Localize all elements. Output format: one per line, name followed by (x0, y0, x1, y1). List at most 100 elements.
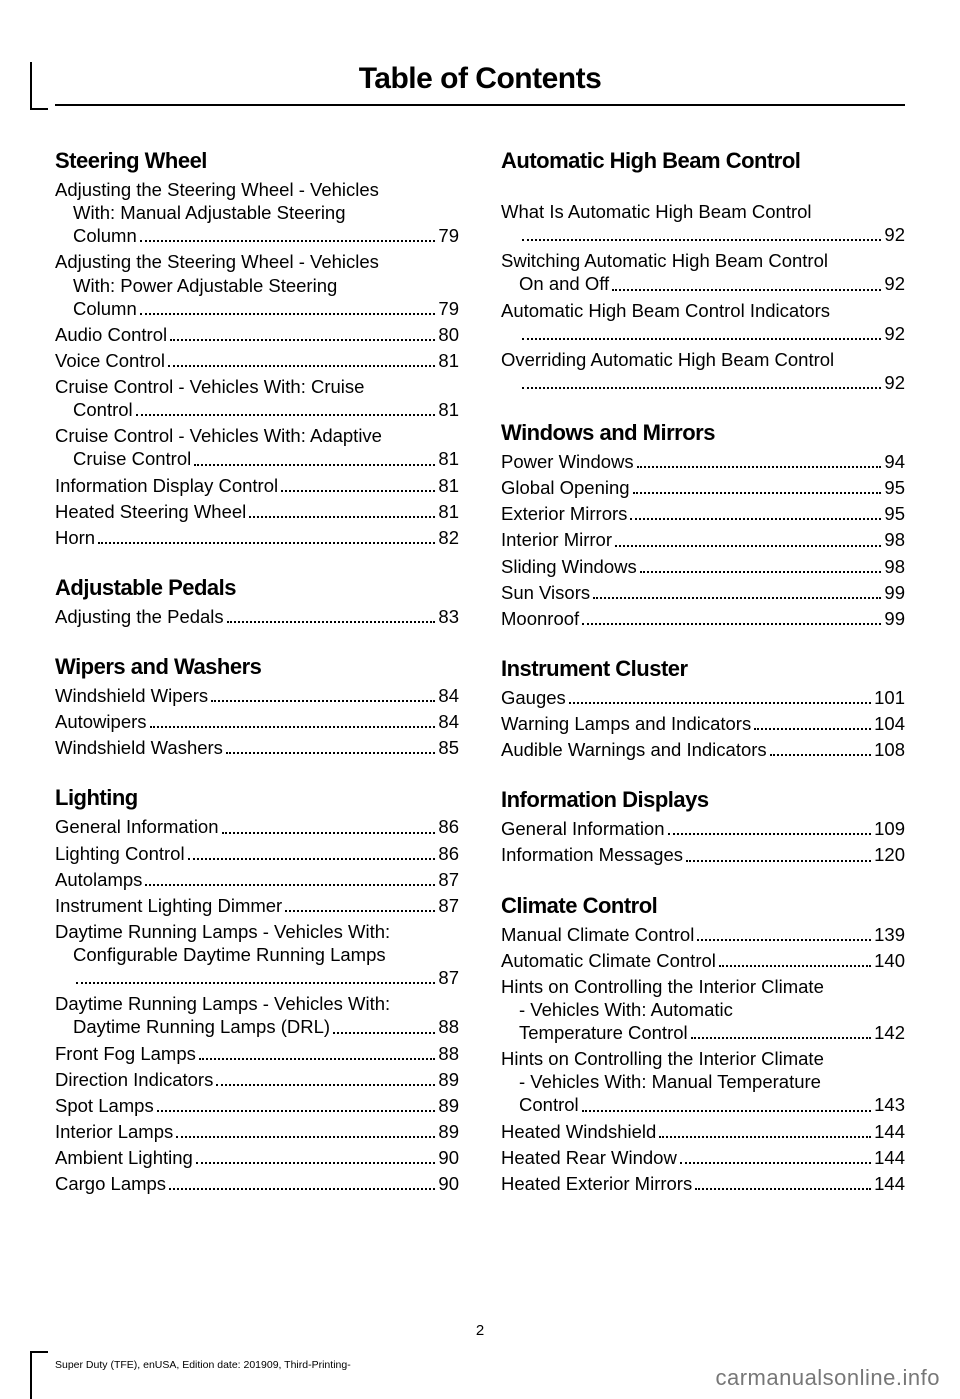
toc-leader-dots (168, 365, 435, 367)
toc-label: Audio Control (55, 323, 167, 346)
toc-label: Front Fog Lamps (55, 1042, 196, 1065)
toc-content: Steering WheelAdjusting the Steering Whe… (55, 148, 905, 1221)
toc-entry: Global Opening95 (501, 476, 905, 499)
toc-page-number: 81 (438, 447, 459, 470)
toc-entry: Front Fog Lamps 88 (55, 1042, 459, 1065)
toc-entry: Information Messages120 (501, 843, 905, 866)
toc-label: Interior Lamps (55, 1120, 173, 1143)
toc-entry: Interior Lamps 89 (55, 1120, 459, 1143)
toc-page-number: 95 (884, 476, 905, 499)
toc-page-number: 83 (438, 605, 459, 628)
toc-page-number: 81 (438, 398, 459, 421)
toc-label: Adjusting the Pedals (55, 605, 224, 628)
toc-section: LightingGeneral Information86Lighting Co… (55, 785, 459, 1195)
toc-entry: Automatic Climate Control140 (501, 949, 905, 972)
toc-page-number: 139 (874, 923, 905, 946)
toc-leader-dots (169, 1188, 435, 1190)
toc-leader-dots (640, 571, 882, 573)
toc-entry: Sliding Windows98 (501, 555, 905, 578)
toc-label: Cruise Control - Vehicles With: Adaptive… (55, 424, 459, 470)
toc-page-number: 98 (884, 555, 905, 578)
toc-page-number: 99 (884, 581, 905, 604)
toc-entry: What Is Automatic High Beam Control92 (501, 200, 905, 246)
toc-page-number: 79 (438, 224, 459, 247)
toc-leader-dots (249, 516, 435, 518)
toc-label-cont: Control (519, 1093, 579, 1116)
toc-section: Wipers and WashersWindshield Wipers84Aut… (55, 654, 459, 759)
toc-label: Audible Warnings and Indicators (501, 738, 767, 761)
toc-label-cont: Control (73, 398, 133, 421)
toc-section: Instrument ClusterGauges101Warning Lamps… (501, 656, 905, 761)
toc-entry: Autolamps87 (55, 868, 459, 891)
toc-leader-dots (691, 1037, 871, 1039)
toc-section: Automatic High Beam Control What Is Autom… (501, 148, 905, 394)
toc-page-number: 81 (438, 474, 459, 497)
toc-label: Gauges (501, 686, 566, 709)
toc-leader-dots (199, 1058, 436, 1060)
toc-label-cont: Daytime Running Lamps (DRL) (73, 1015, 330, 1038)
toc-leader-dots (637, 466, 882, 468)
toc-entry: Cruise Control - Vehicles With: Adaptive… (55, 424, 459, 470)
toc-leader-dots (281, 490, 435, 492)
toc-leader-dots (176, 1136, 435, 1138)
toc-page-number: 89 (438, 1120, 459, 1143)
toc-page-number: 92 (884, 371, 905, 394)
toc-label-cont: Cruise Control (73, 447, 191, 470)
toc-entry: Sun Visors99 (501, 581, 905, 604)
toc-section: Information DisplaysGeneral Information1… (501, 787, 905, 866)
toc-leader-dots (582, 1110, 871, 1112)
toc-entry: Adjusting the Steering Wheel - VehiclesW… (55, 250, 459, 319)
toc-leader-dots (522, 387, 881, 389)
toc-label-cont: Column (73, 297, 137, 320)
toc-label: Switching Automatic High Beam ControlOn … (501, 249, 905, 295)
toc-page-number: 86 (438, 842, 459, 865)
toc-entry: Overriding Automatic High Beam Control92 (501, 348, 905, 394)
footer-watermark: carmanualsonline.info (715, 1365, 940, 1391)
toc-page-number: 79 (438, 297, 459, 320)
toc-page-number: 90 (438, 1172, 459, 1195)
toc-page-number: 88 (438, 1042, 459, 1065)
toc-leader-dots (333, 1032, 435, 1034)
toc-entry: Heated Exterior Mirrors144 (501, 1172, 905, 1195)
toc-page-number: 120 (874, 843, 905, 866)
toc-page-number: 142 (874, 1021, 905, 1044)
toc-label: Daytime Running Lamps - Vehicles With:Da… (55, 992, 459, 1038)
toc-label: Ambient Lighting (55, 1146, 193, 1169)
toc-page-number: 90 (438, 1146, 459, 1169)
toc-entry: Ambient Lighting 90 (55, 1146, 459, 1169)
toc-entry: Moonroof99 (501, 607, 905, 630)
toc-page-number: 95 (884, 502, 905, 525)
toc-label: Instrument Lighting Dimmer (55, 894, 282, 917)
page-number: 2 (0, 1322, 960, 1339)
toc-section-title: Automatic High Beam Control (501, 148, 905, 174)
toc-leader-dots (222, 832, 436, 834)
toc-label: Lighting Control (55, 842, 185, 865)
toc-label: Windshield Washers (55, 736, 223, 759)
toc-entry: Spot Lamps89 (55, 1094, 459, 1117)
toc-label: Windshield Wipers (55, 684, 208, 707)
toc-leader-dots (145, 884, 435, 886)
toc-section: Adjustable PedalsAdjusting the Pedals83 (55, 575, 459, 628)
toc-entry: Heated Windshield144 (501, 1120, 905, 1143)
toc-section: Steering WheelAdjusting the Steering Whe… (55, 148, 459, 549)
toc-label: Voice Control (55, 349, 165, 372)
toc-section-title: Climate Control (501, 893, 905, 919)
toc-entry: Direction Indicators89 (55, 1068, 459, 1091)
toc-page-number: 87 (438, 868, 459, 891)
toc-page-number: 144 (874, 1146, 905, 1169)
toc-page-number: 84 (438, 710, 459, 733)
toc-page-number: 80 (438, 323, 459, 346)
toc-leader-dots (98, 542, 435, 544)
toc-page-number: 81 (438, 349, 459, 372)
toc-entry: Windshield Washers85 (55, 736, 459, 759)
toc-page-number: 92 (884, 322, 905, 345)
toc-page-number: 92 (884, 272, 905, 295)
toc-leader-dots (680, 1162, 871, 1164)
toc-entry: Instrument Lighting Dimmer87 (55, 894, 459, 917)
toc-label: Automatic High Beam Control Indicators92 (501, 299, 905, 345)
toc-label: Cargo Lamps (55, 1172, 166, 1195)
toc-page-number: 98 (884, 528, 905, 551)
toc-leader-dots (188, 858, 436, 860)
toc-entry: General Information86 (55, 815, 459, 838)
toc-leader-dots (196, 1162, 436, 1164)
